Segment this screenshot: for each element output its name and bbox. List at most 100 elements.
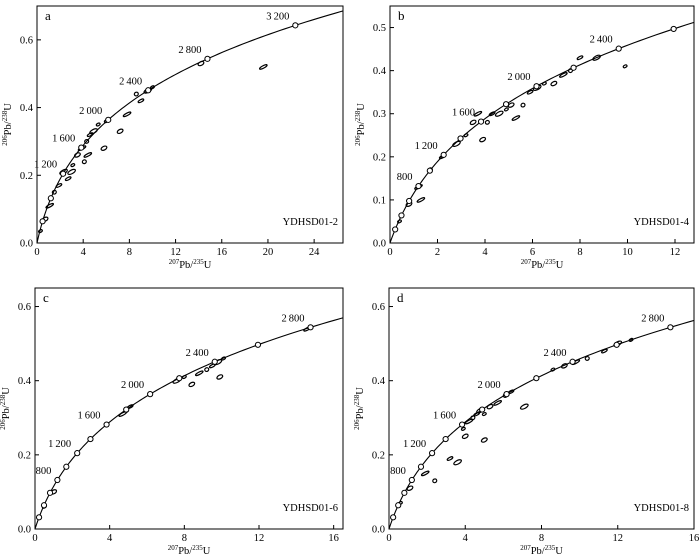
chart-panel-b: 0 2 4 6 8 10 120.00.10.20.30.40.5207Pb/235U206…	[354, 5, 695, 271]
x-tick-label: 12	[254, 533, 265, 544]
age-marker	[615, 45, 622, 52]
x-axis-label-part: U	[555, 546, 563, 557]
plot-area	[35, 317, 343, 529]
age-marker	[426, 167, 433, 174]
data-ellipse	[83, 152, 93, 158]
age-marker	[60, 170, 67, 177]
x-tick-label: 24	[309, 247, 320, 258]
age-marker	[533, 375, 540, 382]
age-label: 2 000	[507, 72, 530, 83]
x-tick-label: 4	[81, 247, 87, 258]
x-tick-label: 8	[182, 533, 187, 544]
x-axis-label-part: U	[204, 260, 212, 271]
data-ellipse	[526, 89, 534, 95]
x-axis-label-part: 235	[545, 258, 556, 266]
y-axis-label-part: 238	[0, 394, 7, 405]
x-tick-label: 12	[670, 247, 681, 258]
age-marker	[613, 341, 620, 348]
panel-label: a	[45, 8, 51, 23]
data-ellipse	[137, 98, 145, 104]
age-marker	[39, 218, 46, 225]
sample-name: YDHSD01-2	[283, 217, 338, 228]
data-ellipse	[470, 415, 476, 421]
y-tick-label: 0.6	[18, 302, 31, 313]
age-marker	[398, 212, 405, 219]
age-label: 1 600	[452, 108, 475, 119]
y-tick-label: 0.5	[373, 23, 386, 34]
data-ellipse	[479, 136, 487, 143]
y-axis-label-part: Pb/	[355, 405, 366, 419]
age-marker	[63, 463, 70, 470]
plot-frame	[34, 287, 344, 530]
y-axis-label-part: 238	[354, 110, 362, 121]
data-ellipse	[81, 159, 87, 165]
data-ellipse	[116, 128, 124, 135]
age-label: 1 200	[34, 160, 57, 171]
age-marker	[78, 144, 85, 151]
age-marker	[395, 502, 402, 509]
x-axis-label-part: 235	[545, 544, 556, 552]
x-axis-label-part: 207	[168, 544, 179, 552]
data-ellipse	[473, 110, 483, 117]
y-axis-label-part: 206	[354, 135, 362, 146]
x-tick-label: 16	[217, 247, 228, 258]
age-marker	[390, 514, 397, 521]
age-marker	[503, 391, 510, 398]
age-label: 2 800	[178, 45, 201, 56]
x-tick-label: 16	[689, 533, 700, 544]
age-marker	[458, 421, 466, 428]
age-marker	[176, 375, 183, 382]
age-marker	[417, 463, 425, 470]
x-tick-label: 0	[32, 533, 37, 544]
y-axis-label-part: 238	[1, 110, 9, 121]
x-tick-label: 8	[539, 533, 544, 544]
y-tick-label: 0.2	[20, 171, 33, 182]
x-tick-label: 0	[386, 533, 391, 544]
x-axis-label: 207Pb/235U	[169, 258, 212, 271]
age-marker	[392, 226, 399, 233]
concordia-curve	[37, 10, 343, 243]
x-tick-label: 6	[530, 247, 535, 258]
age-marker	[406, 197, 413, 205]
plot-area	[37, 10, 343, 243]
panel-label: c	[43, 290, 49, 305]
sample-name: YDHSD01-4	[634, 217, 690, 228]
y-axis-label-part: 206	[353, 419, 361, 430]
data-ellipse	[481, 412, 487, 417]
age-marker	[105, 116, 112, 123]
data-ellipse	[460, 426, 466, 431]
x-axis-label-part: Pb/	[531, 260, 545, 271]
x-axis-label-part: U	[203, 546, 211, 557]
data-ellipse	[89, 128, 98, 135]
concordia-curve	[390, 21, 694, 243]
data-ellipse	[197, 60, 205, 67]
chart-panel-a: 0 4 8 12 16 20 240.00.20.40.6207Pb/235U206Pb/2…	[1, 5, 344, 271]
y-axis-label: 206Pb/238U	[0, 387, 12, 430]
x-axis-label-part: 235	[192, 544, 203, 552]
x-axis-label-part: 207	[521, 258, 532, 266]
x-tick-label: 0	[387, 247, 392, 258]
data-ellipse	[622, 64, 628, 69]
data-ellipse	[559, 72, 568, 78]
data-ellipse	[511, 115, 521, 121]
y-axis-label-part: 238	[353, 394, 361, 405]
data-ellipse	[420, 470, 430, 477]
age-marker	[145, 87, 152, 94]
x-axis-label: 207Pb/235U	[168, 544, 211, 557]
data-ellipse	[432, 478, 438, 484]
age-marker	[401, 489, 408, 496]
age-label: 2 400	[186, 348, 209, 359]
age-marker	[35, 514, 43, 521]
data-ellipse	[38, 229, 43, 234]
age-label: 2 400	[543, 348, 566, 359]
data-ellipse	[204, 367, 210, 373]
data-ellipse	[488, 111, 496, 117]
y-tick-label: 0.0	[373, 239, 386, 250]
age-label: 1 200	[403, 439, 426, 450]
y-axis-label-part: U	[3, 103, 14, 111]
age-marker	[211, 358, 218, 365]
x-axis-label-part: U	[556, 260, 564, 271]
x-tick-label: 4	[107, 533, 113, 544]
x-axis-label: 207Pb/235U	[521, 258, 564, 271]
data-ellipse	[503, 107, 509, 112]
